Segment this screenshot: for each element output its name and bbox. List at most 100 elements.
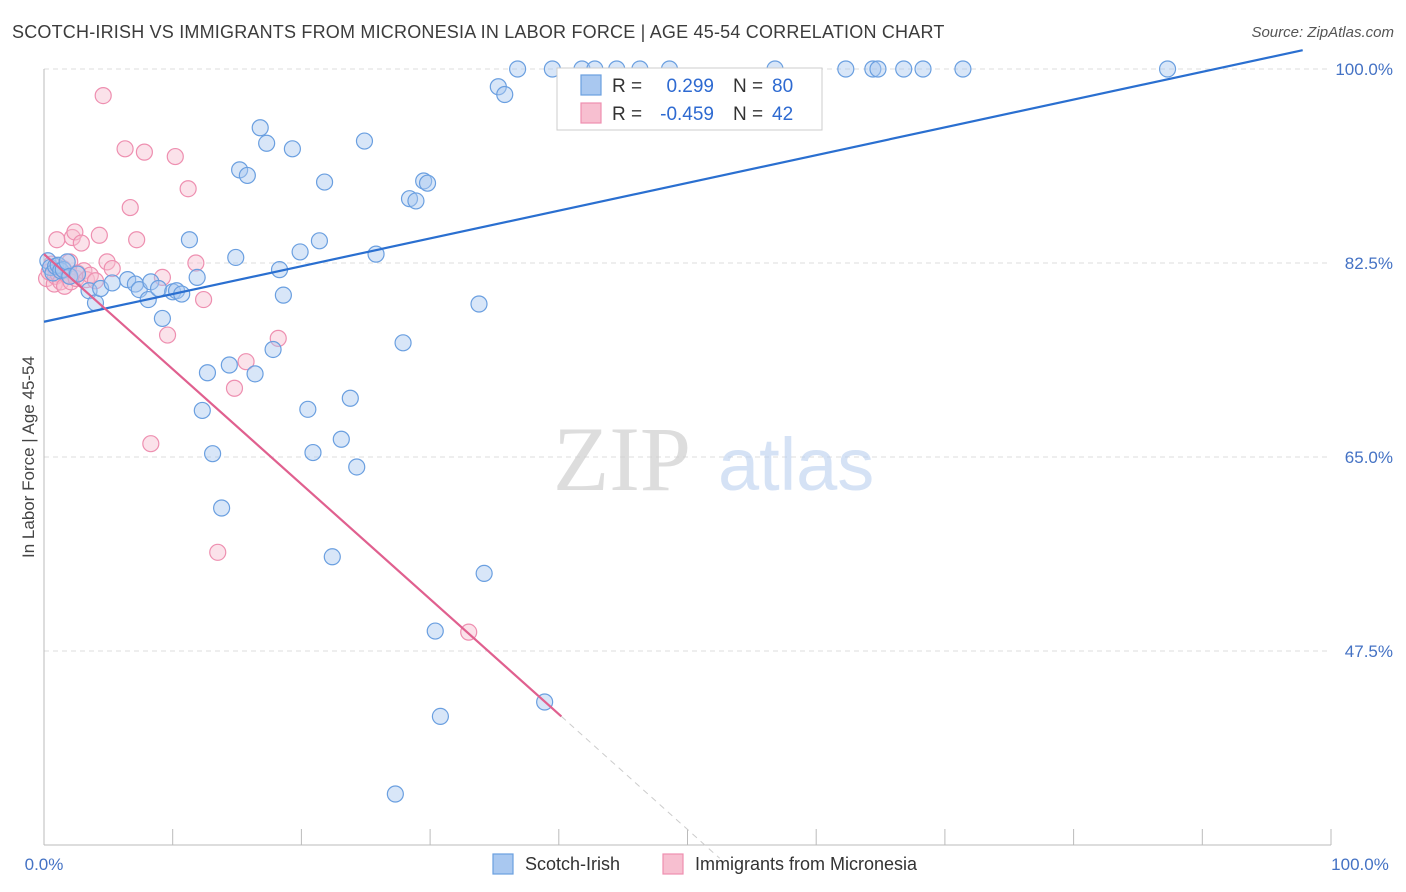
x-ticks <box>43 829 1332 845</box>
point-scotch-irish <box>475 564 493 583</box>
legend-r-label-2: R = <box>612 104 642 125</box>
source-label: Source: ZipAtlas.com <box>1251 24 1394 41</box>
point-scotch-irish <box>864 60 882 78</box>
legend-n-value-2: 42 <box>772 104 793 125</box>
point-scotch-irish <box>869 60 887 78</box>
x-tick-label-max: 100.0% <box>1331 855 1389 874</box>
trendline-micronesia-extension <box>561 716 721 859</box>
point-scotch-irish <box>400 190 419 208</box>
point-micronesia <box>237 353 255 371</box>
legend-swatch-blue <box>580 74 602 96</box>
point-scotch-irish <box>315 173 334 191</box>
legend-n-label-2: N = <box>733 104 763 125</box>
point-scotch-irish <box>283 140 301 158</box>
point-scotch-irish <box>496 85 514 104</box>
grid-lines <box>44 68 1331 652</box>
point-scotch-irish <box>251 119 269 137</box>
point-scotch-irish <box>68 265 87 283</box>
point-scotch-irish <box>837 60 855 78</box>
point-scotch-irish <box>103 274 121 292</box>
point-scotch-irish <box>264 340 282 359</box>
point-scotch-irish <box>153 309 172 328</box>
point-scotch-irish <box>188 268 206 287</box>
point-scotch-irish <box>954 60 972 78</box>
trend-lines <box>43 49 1303 859</box>
point-micronesia <box>90 226 108 244</box>
legend-r-value-1: 0.299 <box>666 76 714 97</box>
point-micronesia <box>209 543 227 561</box>
correlation-legend: R = 0.299 N = 80 R = -0.459 N = 42 <box>556 67 823 131</box>
point-micronesia <box>194 290 213 309</box>
point-scotch-irish <box>418 174 437 192</box>
series-legend: Scotch-Irish Immigrants from Micronesia <box>492 853 918 875</box>
point-scotch-irish <box>227 248 245 267</box>
point-micronesia <box>103 259 121 278</box>
point-micronesia <box>179 180 197 198</box>
point-scotch-irish <box>258 134 276 152</box>
watermark: ZIP atlas <box>553 408 874 510</box>
point-scotch-irish <box>1158 60 1177 78</box>
trendline-scotch-irish <box>43 49 1303 323</box>
point-scotch-irish <box>348 458 366 476</box>
point-scotch-irish <box>291 243 309 261</box>
point-micronesia <box>166 147 184 166</box>
point-scotch-irish <box>304 443 322 462</box>
y-tick-labels: 47.5% 65.0% 82.5% 100.0% <box>1335 60 1393 661</box>
point-scotch-irish <box>895 60 913 78</box>
series-micronesia-points <box>37 87 478 641</box>
point-scotch-irish <box>180 231 199 249</box>
point-micronesia <box>135 143 153 161</box>
point-micronesia <box>142 435 160 453</box>
point-scotch-irish <box>246 365 264 383</box>
point-scotch-irish <box>238 166 256 185</box>
chart-title: SCOTCH-IRISH VS IMMIGRANTS FROM MICRONES… <box>12 22 945 42</box>
point-scotch-irish <box>323 548 341 566</box>
point-scotch-irish <box>203 445 222 463</box>
point-scotch-irish <box>310 232 329 250</box>
y-tick-label: 82.5% <box>1345 254 1393 273</box>
point-scotch-irish <box>274 286 292 304</box>
legend-r-label-1: R = <box>612 76 642 97</box>
watermark-zip: ZIP <box>553 408 691 510</box>
point-micronesia <box>48 231 66 249</box>
bottom-legend-swatch-pink <box>662 853 684 875</box>
legend-r-value-2: -0.459 <box>660 104 714 125</box>
y-tick-label: 100.0% <box>1335 60 1393 79</box>
point-scotch-irish <box>213 499 231 517</box>
legend-swatch-pink <box>580 102 602 124</box>
point-scotch-irish <box>341 389 359 407</box>
point-micronesia <box>121 198 139 217</box>
point-scotch-irish <box>470 295 488 313</box>
point-micronesia <box>187 254 205 272</box>
bottom-legend-label-micronesia: Immigrants from Micronesia <box>695 854 918 874</box>
point-scotch-irish <box>407 192 425 210</box>
point-micronesia <box>72 234 90 252</box>
trendline-micronesia <box>43 253 563 718</box>
point-scotch-irish <box>509 60 527 78</box>
series-scotch-irish-points <box>39 60 1177 803</box>
point-scotch-irish <box>431 707 449 726</box>
point-scotch-irish <box>193 401 211 420</box>
point-scotch-irish <box>394 334 412 352</box>
point-scotch-irish <box>299 400 317 418</box>
point-micronesia <box>128 231 146 249</box>
point-scotch-irish <box>426 622 444 640</box>
point-scotch-irish <box>914 60 932 78</box>
point-micronesia <box>269 329 287 347</box>
point-scotch-irish <box>332 430 350 448</box>
point-scotch-irish <box>386 785 404 803</box>
point-scotch-irish <box>198 364 217 382</box>
point-scotch-irish <box>220 356 238 374</box>
x-tick-label-min: 0.0% <box>25 855 64 874</box>
point-micronesia <box>94 87 112 105</box>
y-tick-label: 65.0% <box>1345 448 1393 467</box>
bottom-legend-swatch-blue <box>492 853 514 875</box>
point-micronesia <box>116 140 134 158</box>
point-scotch-irish <box>58 253 76 271</box>
point-scotch-irish <box>355 132 374 150</box>
point-micronesia <box>158 326 177 344</box>
y-tick-label: 47.5% <box>1345 642 1393 661</box>
watermark-atlas: atlas <box>718 423 874 506</box>
legend-n-label-1: N = <box>733 76 763 97</box>
